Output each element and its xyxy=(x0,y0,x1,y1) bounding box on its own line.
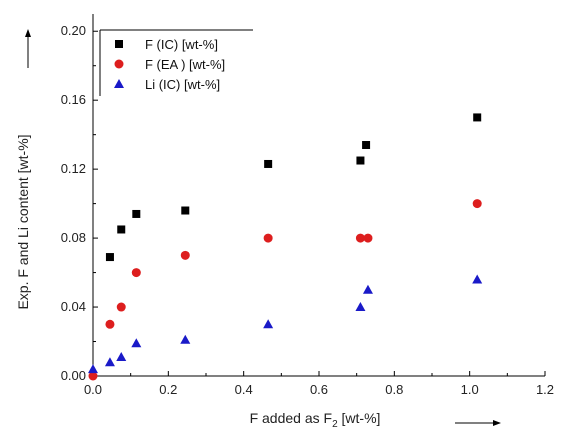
data-point-circle xyxy=(131,268,141,278)
data-point-circle xyxy=(363,233,373,243)
data-point-circle xyxy=(88,371,98,381)
data-point-triangle xyxy=(472,274,483,284)
x-ticks: 0.0 0.2 0.4 0.6 0.8 1.0 1.2 xyxy=(84,371,554,397)
x-axis-title-suffix: [wt-%] xyxy=(338,410,381,426)
data-point-circle xyxy=(472,199,482,209)
legend-items: F (IC) [wt-%] F (EA ) [wt-%] Li (IC) [wt-%… xyxy=(114,37,225,92)
y-ticks: 0.00 0.04 0.08 0.12 0.16 0.20 xyxy=(61,23,98,383)
x-axis-title-subscript: 2 xyxy=(332,419,338,430)
data-point-square xyxy=(105,253,114,262)
legend-marker-triangle xyxy=(114,79,124,88)
data-point-triangle xyxy=(88,364,98,374)
data-point-square xyxy=(264,159,273,168)
x-tick-label: 1.0 xyxy=(461,382,479,397)
y-tick-label: 0.00 xyxy=(61,368,86,383)
data-point-circle xyxy=(263,233,273,243)
y-tick-label: 0.08 xyxy=(61,230,86,245)
data-point-circle xyxy=(180,250,190,260)
x-tick-label: 0.6 xyxy=(310,382,328,397)
data-point-square xyxy=(473,113,482,122)
data-point-square xyxy=(356,156,365,165)
x-tick-label: 0.0 xyxy=(84,382,102,397)
data-point-triangle xyxy=(180,334,191,344)
x-axis-title: F added as F2 [wt-%] xyxy=(250,410,381,430)
data-point-triangle xyxy=(131,338,142,348)
data-point-square xyxy=(117,225,126,234)
x-axis-title-main: F added as F xyxy=(250,410,333,426)
data-point-triangle xyxy=(263,319,274,329)
legend-label: Li (IC) [wt-%] xyxy=(145,77,220,92)
x-tick-label: 0.8 xyxy=(385,382,403,397)
data-point-circle xyxy=(116,302,126,312)
legend-label: F (IC) [wt-%] xyxy=(145,37,218,52)
y-axis-title: Exp. F and Li content [wt-%] xyxy=(15,134,31,309)
y-tick-label: 0.12 xyxy=(61,161,86,176)
data-point-square xyxy=(181,206,190,215)
x-tick-label: 0.4 xyxy=(235,382,253,397)
legend-label: F (EA ) [wt-%] xyxy=(145,57,225,72)
legend-marker-circle xyxy=(114,59,124,69)
legend-marker-square xyxy=(115,40,123,48)
x-tick-label: 1.2 xyxy=(536,382,554,397)
data-point-circle xyxy=(105,319,115,329)
y-tick-label: 0.16 xyxy=(61,92,86,107)
data-point-triangle xyxy=(362,284,373,294)
data-point-square xyxy=(132,209,141,218)
y-tick-label: 0.04 xyxy=(61,299,86,314)
data-point-triangle xyxy=(355,302,366,312)
x-tick-label: 0.2 xyxy=(159,382,177,397)
legend: F (IC) [wt-%] F (EA ) [wt-%] Li (IC) [wt-%… xyxy=(99,29,253,96)
data-point-circle xyxy=(355,233,365,243)
data-point-triangle xyxy=(104,357,115,367)
y-tick-label: 0.20 xyxy=(61,23,86,38)
data-point-square xyxy=(362,141,371,150)
data-markers xyxy=(88,113,483,381)
data-point-triangle xyxy=(116,352,127,362)
